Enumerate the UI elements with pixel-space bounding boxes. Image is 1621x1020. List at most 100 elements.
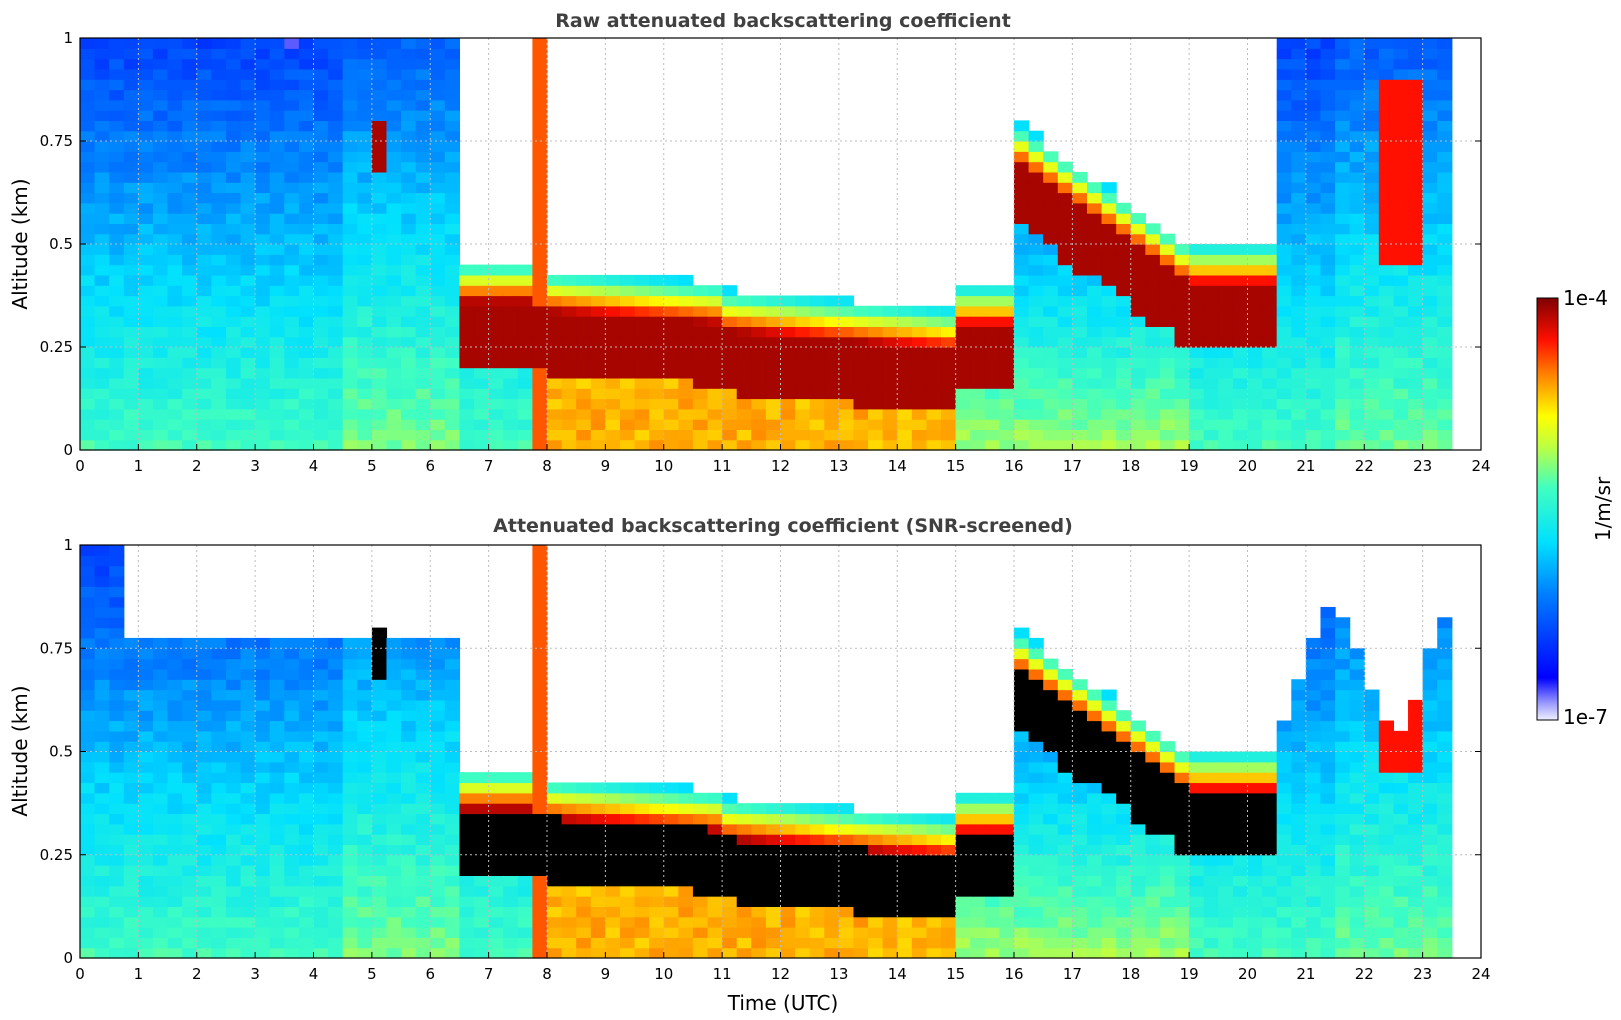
heatmap-cell [109,627,125,639]
heatmap-cell [342,419,358,430]
heatmap-cell [707,937,723,949]
heatmap-cell [1101,927,1117,938]
heatmap-cell [678,782,694,794]
heatmap-cell [430,419,446,430]
heatmap-cell [1203,885,1219,897]
heatmap-cell [692,823,709,835]
heatmap-cell [240,668,256,680]
heatmap-cell [313,906,329,918]
heatmap-cell [1101,213,1117,224]
heatmap-cell [196,419,212,430]
heatmap-cell [824,854,840,866]
heatmap-cell [605,439,621,451]
heatmap-cell [868,377,884,389]
heatmap-cell [1437,377,1453,389]
heatmap-cell [94,202,110,214]
heatmap-cell [1101,689,1117,701]
heatmap-cell [386,408,402,420]
x-tick-label: 1 [134,457,144,475]
heatmap-cell [868,906,884,918]
heatmap-cell [386,398,402,410]
heatmap-cell [1057,927,1073,938]
heatmap-cell [1174,274,1190,286]
heatmap-cell [357,233,373,245]
heatmap-cell [722,937,738,949]
heatmap-cell [824,885,840,897]
heatmap-cell [1189,388,1205,400]
heatmap-cell [634,927,650,938]
heatmap-cell [1116,367,1132,379]
heatmap-cell [634,326,650,338]
heatmap-cell [240,244,256,255]
heatmap-cell [401,865,417,876]
heatmap-cell [1378,751,1395,763]
heatmap-cell [824,439,840,451]
heatmap-cell [1276,408,1292,420]
heatmap-cell [824,803,840,815]
heatmap-cell [167,927,183,938]
heatmap-cell [255,751,271,763]
heatmap-cell [1247,398,1263,410]
x-tick-label: 19 [1180,965,1199,983]
heatmap-cell [240,439,256,451]
heatmap-cell [984,347,1000,358]
heatmap-cell [765,813,782,825]
heatmap-cell [1378,254,1395,266]
heatmap-cell [1247,347,1263,358]
heatmap-cell [532,823,548,835]
heatmap-cell [619,885,636,897]
heatmap-cell [517,336,533,348]
heatmap-cell [1028,439,1044,451]
heatmap-cell [503,772,519,784]
heatmap-cell [196,120,212,132]
heatmap-cell [926,906,942,918]
heatmap-cell [619,823,636,835]
heatmap-cell [1101,772,1117,784]
heatmap-cell [1335,730,1351,742]
heatmap-cell [517,854,533,866]
heatmap-cell [1291,233,1307,245]
heatmap-cell [371,141,388,152]
heatmap-cell [284,906,300,918]
heatmap-cell [736,834,752,846]
heatmap-cell [1189,357,1205,369]
heatmap-cell [853,916,869,928]
heatmap-cell [1349,947,1365,959]
heatmap-cell [1378,58,1395,70]
heatmap-cell [167,388,183,400]
heatmap-cell [488,885,504,897]
heatmap-cell [167,202,183,214]
heatmap-cell [532,617,548,629]
heatmap-cell [605,326,621,338]
heatmap-cell [1116,202,1132,214]
heatmap-cell [1057,326,1073,338]
heatmap-cell [459,947,475,959]
heatmap-cell [1276,264,1292,276]
heatmap-cell [1218,264,1234,276]
heatmap-cell [955,937,971,949]
grid [80,545,1481,958]
heatmap-cell [240,161,256,173]
heatmap-cell [882,305,898,317]
heatmap-cell [1232,885,1249,897]
heatmap-cell [211,347,227,358]
heatmap-cell [1203,751,1219,763]
heatmap-cell [882,316,898,327]
heatmap-cell [1393,429,1409,441]
heatmap-cell [751,813,767,825]
heatmap-cell [1349,408,1365,420]
heatmap-cell [619,274,636,286]
heatmap-cell [152,658,169,670]
heatmap-cell [123,668,139,680]
heatmap-cell [415,223,431,235]
heatmap-cell [1028,689,1044,701]
heatmap-cell [1130,875,1146,887]
heatmap-cell [824,326,840,338]
heatmap-cell [401,295,417,307]
heatmap-cell [138,48,154,60]
heatmap-cell [1408,875,1424,887]
heatmap-cell [970,885,986,897]
x-tick-label: 22 [1355,457,1374,475]
heatmap-cell [80,823,96,835]
heatmap-cell [649,285,665,297]
